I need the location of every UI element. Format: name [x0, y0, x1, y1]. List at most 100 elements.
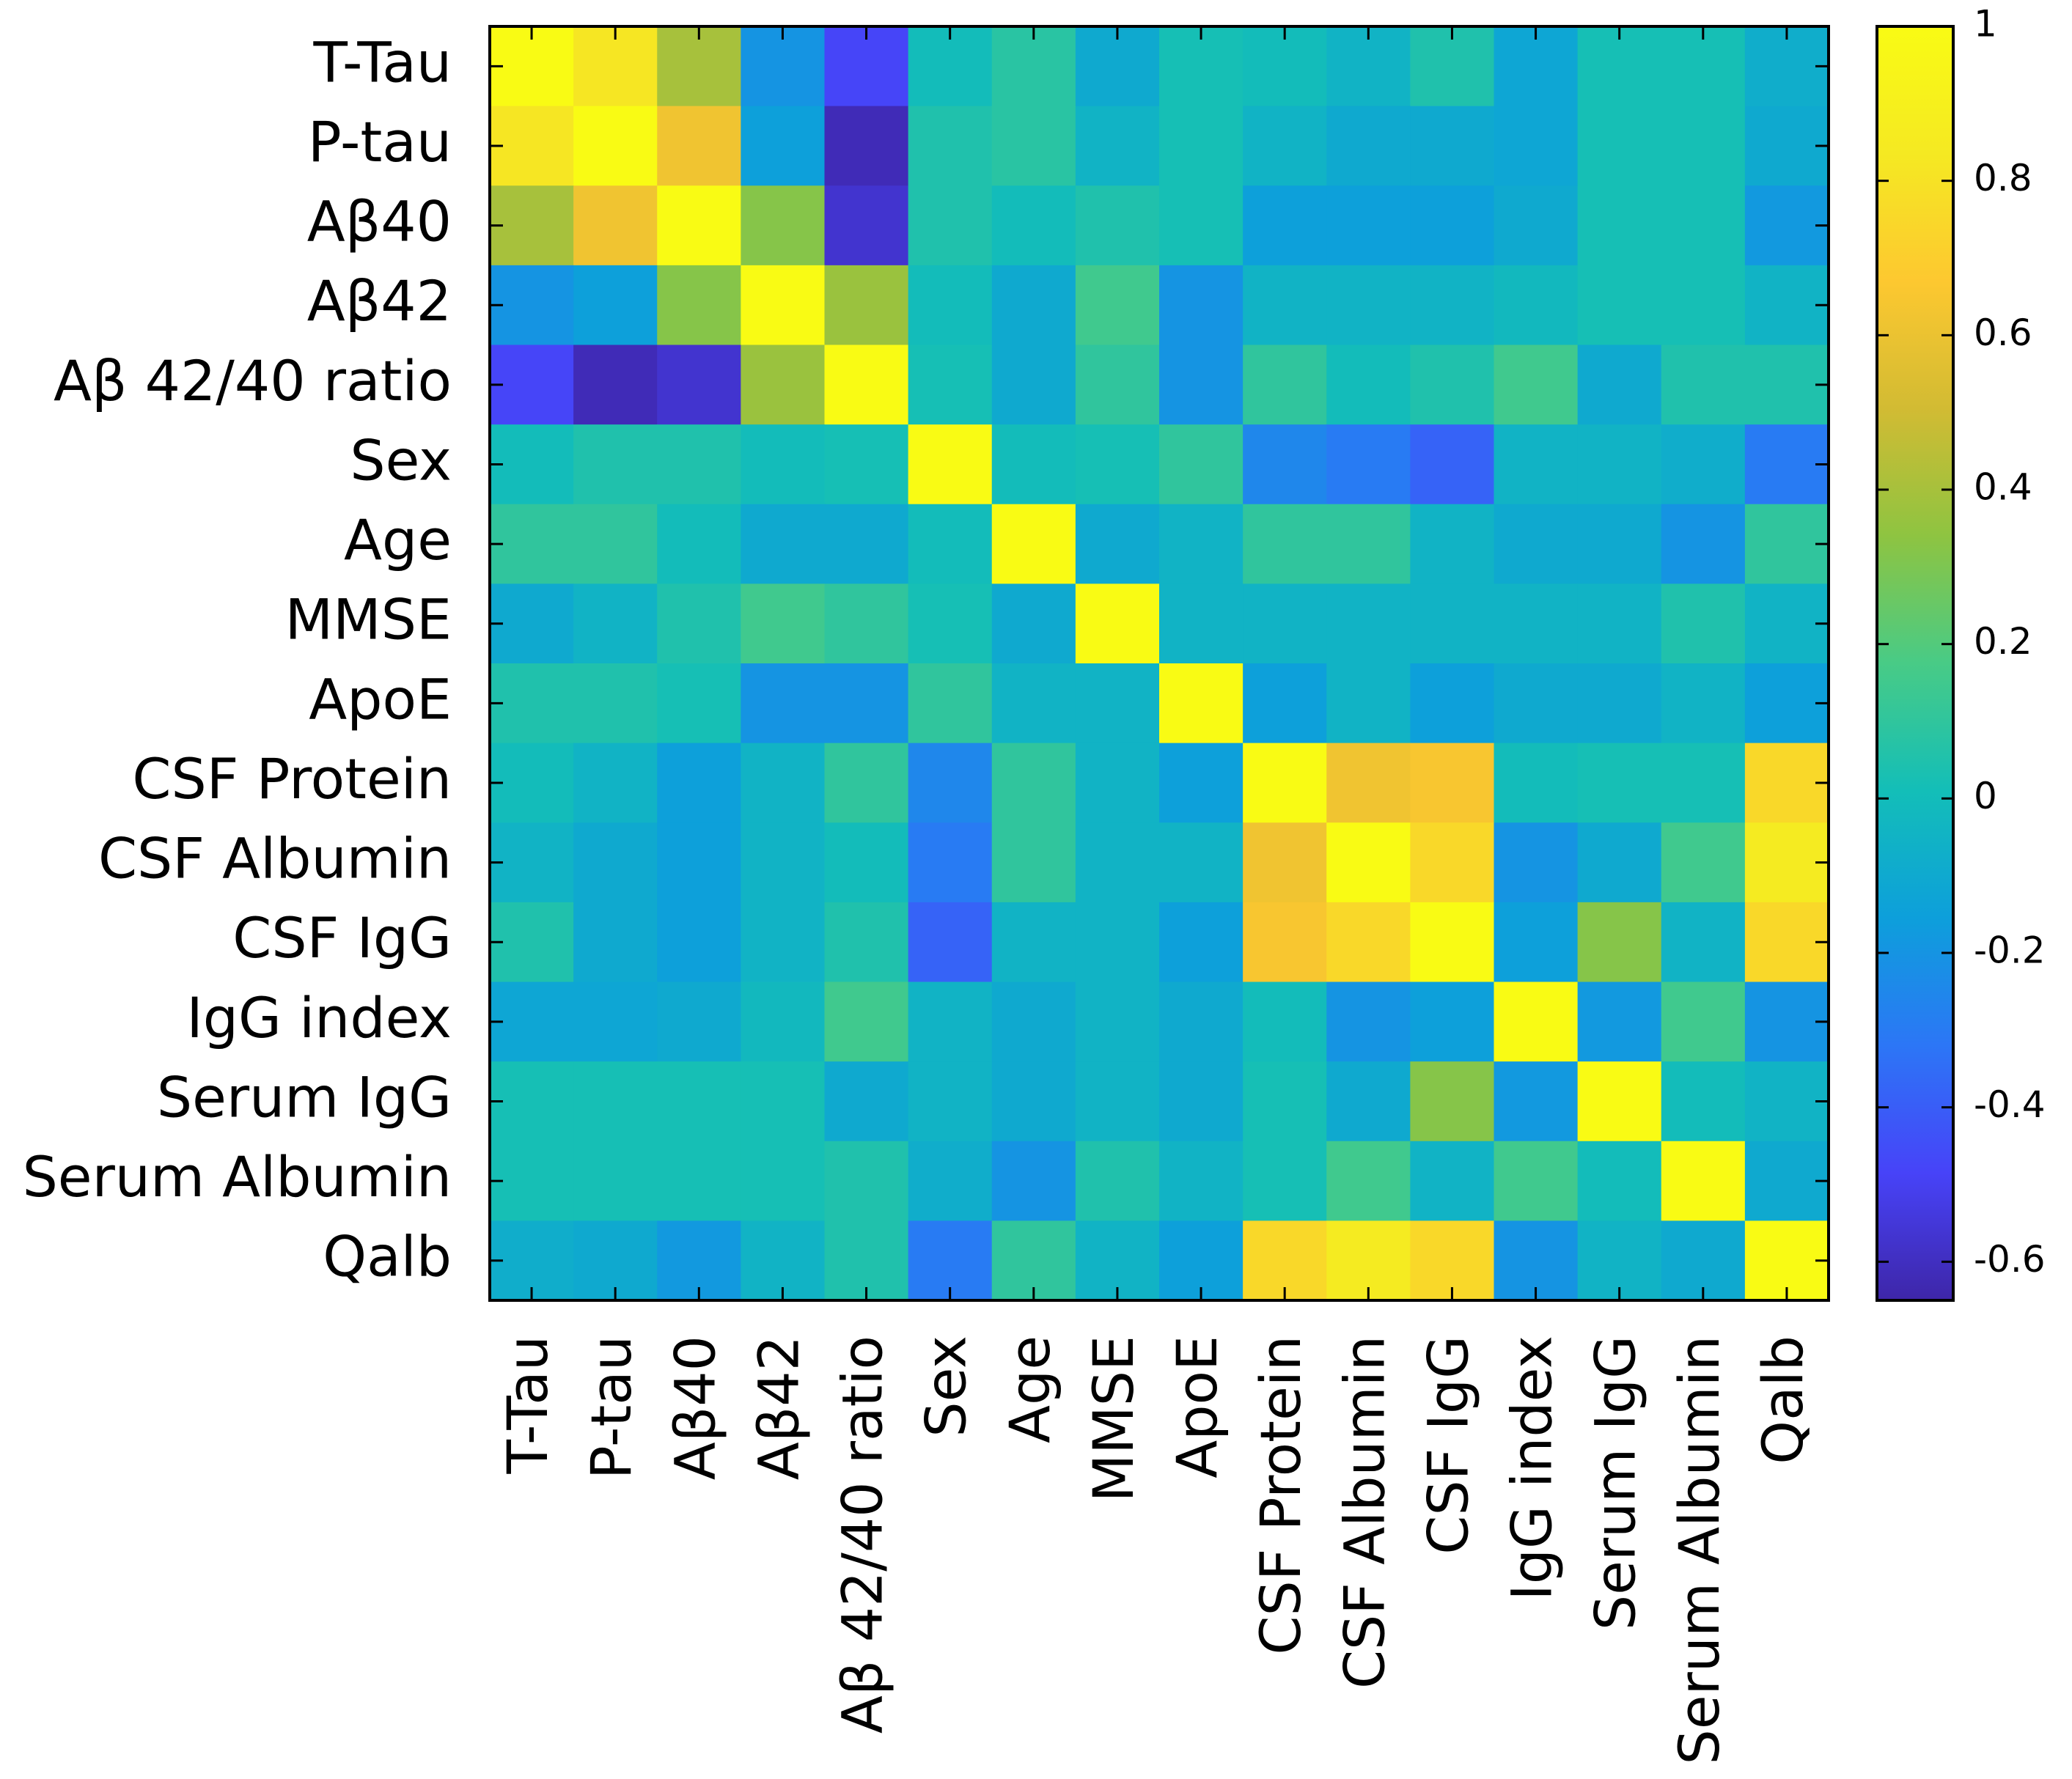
heatmap-cell-t-tau-qalb: [1744, 26, 1829, 107]
heatmap-cell-mmse-csf-protein: [1243, 583, 1327, 664]
heatmap-cell-mmse-abeta42: [741, 583, 826, 664]
heatmap-cell-apoe-serum-igg: [1577, 663, 1662, 744]
heatmap-cell-p-tau-qalb: [1744, 106, 1829, 186]
heatmap-cell-abeta40-serum-igg: [1577, 185, 1662, 266]
heatmap-cell-csf-igg-serum-igg: [1577, 902, 1662, 983]
heatmap-cell-sex-abeta42: [741, 424, 826, 505]
heatmap-cell-csf-igg-p-tau: [573, 902, 658, 983]
heatmap-cell-serum-igg-abeta42: [741, 1061, 826, 1142]
heatmap-cell-serum-albumin-p-tau: [573, 1141, 658, 1221]
row-label-age: Age: [344, 507, 452, 572]
heatmap-cell-abeta42-age: [991, 265, 1076, 346]
heatmap-cell-serum-igg-sex: [908, 1061, 993, 1142]
heatmap-cell-igg-index-abeta40: [657, 981, 741, 1062]
heatmap-cell-p-tau-t-tau: [490, 106, 574, 186]
heatmap-cell-t-tau-abeta-42-40-ratio: [824, 26, 909, 107]
heatmap-cell-apoe-sex: [908, 663, 993, 744]
heatmap-cell-abeta40-csf-albumin: [1326, 185, 1411, 266]
col-label-t-tau: T-Tau: [495, 1336, 560, 1474]
heatmap-cell-abeta40-sex: [908, 185, 993, 266]
row-label-qalb: Qalb: [323, 1224, 452, 1289]
heatmap-cell-csf-igg-abeta40: [657, 902, 741, 983]
heatmap-cell-sex-p-tau: [573, 424, 658, 505]
heatmap-cell-csf-protein-t-tau: [490, 743, 574, 823]
heatmap-cell-age-abeta42: [741, 504, 826, 584]
heatmap-cell-abeta-42-40-ratio-abeta40: [657, 345, 741, 425]
heatmap-cell-serum-igg-csf-protein: [1243, 1061, 1327, 1142]
heatmap-cell-age-mmse: [1075, 504, 1160, 584]
heatmap-cell-igg-index-serum-igg: [1577, 981, 1662, 1062]
heatmap-cell-sex-csf-igg: [1410, 424, 1495, 505]
heatmap-cell-serum-igg-serum-albumin: [1661, 1061, 1746, 1142]
heatmap-cell-mmse-serum-albumin: [1661, 583, 1746, 664]
heatmap-cell-abeta40-mmse: [1075, 185, 1160, 266]
heatmap-cell-mmse-p-tau: [573, 583, 658, 664]
col-label-csf-albumin: CSF Albumin: [1331, 1336, 1397, 1689]
heatmap-cells: [490, 26, 1829, 1301]
heatmap-cell-csf-albumin-csf-albumin: [1326, 822, 1411, 903]
heatmap-cell-csf-igg-csf-igg: [1410, 902, 1495, 983]
heatmap-cell-csf-igg-mmse: [1075, 902, 1160, 983]
heatmap-cell-abeta42-abeta-42-40-ratio: [824, 265, 909, 346]
heatmap-cell-csf-protein-sex: [908, 743, 993, 823]
heatmap-cell-apoe-age: [991, 663, 1076, 744]
heatmap-cell-abeta42-abeta40: [657, 265, 741, 346]
heatmap-cell-csf-albumin-csf-igg: [1410, 822, 1495, 903]
heatmap-cell-apoe-apoe: [1159, 663, 1243, 744]
heatmap-cell-age-igg-index: [1494, 504, 1579, 584]
col-label-csf-igg: CSF IgG: [1415, 1336, 1480, 1555]
row-label-csf-igg: CSF IgG: [232, 905, 452, 970]
col-label-csf-protein: CSF Protein: [1248, 1336, 1313, 1655]
row-label-csf-protein: CSF Protein: [132, 746, 452, 811]
heatmap-cell-apoe-qalb: [1744, 663, 1829, 744]
row-label-serum-albumin: Serum Albumin: [23, 1144, 452, 1209]
heatmap-cell-serum-igg-apoe: [1159, 1061, 1243, 1142]
row-label-abeta42: Aβ42: [307, 268, 452, 334]
heatmap-cell-csf-protein-apoe: [1159, 743, 1243, 823]
row-labels: T-Tau P-tau Aβ40 Aβ42 Aβ 42/40 ratio Sex Age MM…: [23, 29, 452, 1289]
heatmap-cell-csf-albumin-p-tau: [573, 822, 658, 903]
heatmap-cell-csf-albumin-serum-albumin: [1661, 822, 1746, 903]
heatmap-cell-serum-igg-abeta40: [657, 1061, 741, 1142]
heatmap-cell-csf-igg-qalb: [1744, 902, 1829, 983]
heatmap-cell-p-tau-igg-index: [1494, 106, 1579, 186]
heatmap-cell-igg-index-abeta42: [741, 981, 826, 1062]
heatmap-cell-t-tau-p-tau: [573, 26, 658, 107]
heatmap-cell-mmse-qalb: [1744, 583, 1829, 664]
heatmap-cell-serum-igg-csf-albumin: [1326, 1061, 1411, 1142]
heatmap-cell-igg-index-apoe: [1159, 981, 1243, 1062]
heatmap-cell-t-tau-csf-igg: [1410, 26, 1495, 107]
heatmap-cell-csf-protein-igg-index: [1494, 743, 1579, 823]
row-label-sex: Sex: [350, 427, 452, 493]
heatmap-cell-t-tau-abeta42: [741, 26, 826, 107]
heatmap-cell-abeta42-t-tau: [490, 265, 574, 346]
col-label-mmse: MMSE: [1081, 1336, 1146, 1502]
heatmap-cell-serum-igg-abeta-42-40-ratio: [824, 1061, 909, 1142]
heatmap-cell-abeta-42-40-ratio-t-tau: [490, 345, 574, 425]
heatmap-cell-serum-albumin-csf-protein: [1243, 1141, 1327, 1221]
heatmap-cell-sex-abeta40: [657, 424, 741, 505]
heatmap-cell-mmse-csf-igg: [1410, 583, 1495, 664]
heatmap-cell-igg-index-igg-index: [1494, 981, 1579, 1062]
heatmap-cell-apoe-csf-igg: [1410, 663, 1495, 744]
heatmap-cell-serum-albumin-serum-igg: [1577, 1141, 1662, 1221]
heatmap-cell-csf-protein-abeta-42-40-ratio: [824, 743, 909, 823]
heatmap-cell-csf-igg-sex: [908, 902, 993, 983]
heatmap-cell-abeta-42-40-ratio-p-tau: [573, 345, 658, 425]
heatmap-cell-csf-protein-csf-igg: [1410, 743, 1495, 823]
heatmap-cell-csf-albumin-sex: [908, 822, 993, 903]
heatmap-cell-csf-igg-t-tau: [490, 902, 574, 983]
heatmap-cell-abeta-42-40-ratio-csf-protein: [1243, 345, 1327, 425]
heatmap-cell-age-t-tau: [490, 504, 574, 584]
heatmap-cell-csf-protein-csf-albumin: [1326, 743, 1411, 823]
heatmap-cell-serum-albumin-t-tau: [490, 1141, 574, 1221]
col-ticks: [530, 26, 1788, 1300]
heatmap-cell-age-abeta40: [657, 504, 741, 584]
heatmap-cell-abeta42-mmse: [1075, 265, 1160, 346]
heatmap-cell-csf-protein-serum-albumin: [1661, 743, 1746, 823]
heatmap-cell-abeta42-abeta42: [741, 265, 826, 346]
heatmap-cell-csf-protein-csf-protein: [1243, 743, 1327, 823]
heatmap-cell-p-tau-serum-igg: [1577, 106, 1662, 186]
heatmap-cell-serum-igg-mmse: [1075, 1061, 1160, 1142]
heatmap-cell-p-tau-sex: [908, 106, 993, 186]
